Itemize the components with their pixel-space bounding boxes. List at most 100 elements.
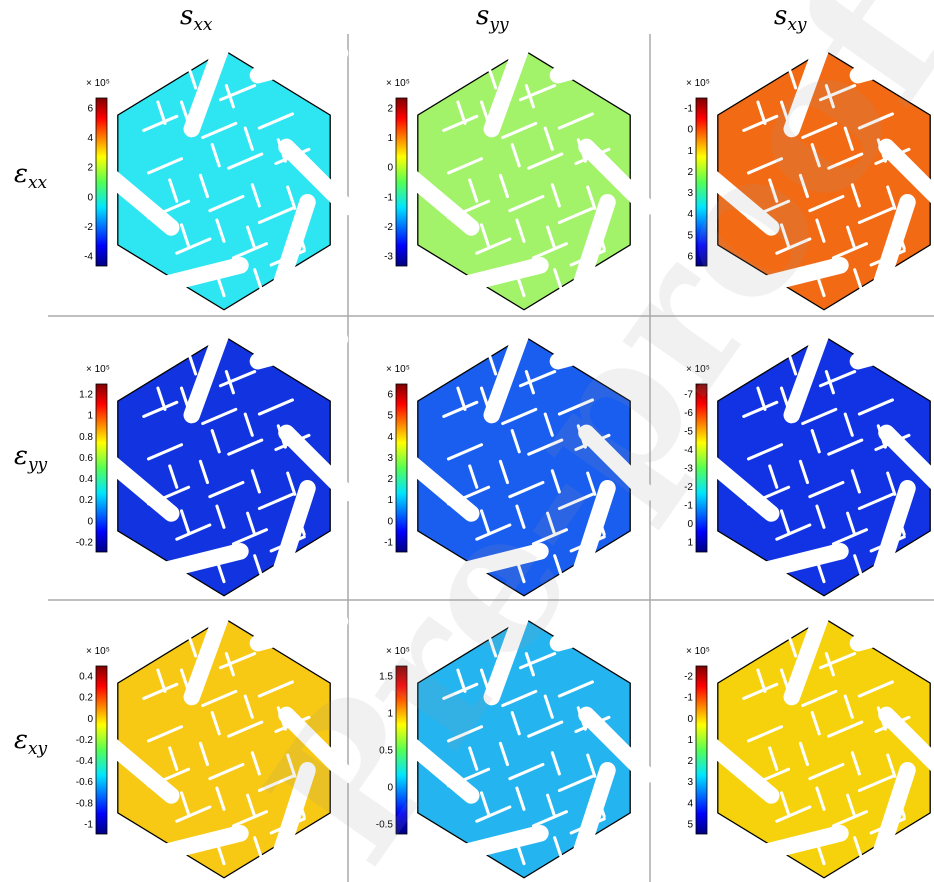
- colorbar-tick-label: 0: [387, 163, 393, 174]
- colorbar-scale-label: × 10⁵: [686, 78, 710, 89]
- colorbar-tick-label: -2: [384, 222, 393, 233]
- colorbar-tick-label: 0.2: [79, 495, 93, 506]
- colorbar-scale-label: × 10⁵: [686, 364, 710, 375]
- colorbar-tick-label: -2: [684, 482, 693, 493]
- colorbar-exy-sxx: [95, 665, 108, 835]
- colorbar-tick-label: -3: [684, 464, 693, 475]
- colorbar-tick-label: 0: [87, 516, 93, 527]
- panel-exx-sxy: × 10⁵ -1 0 1 2 3 4 5 6: [684, 39, 934, 310]
- colorbar-tick-label: 6: [87, 104, 93, 115]
- column-header-sxy: sxy: [774, 1, 807, 35]
- panel-eyy-sxx: × 10⁵ 1.2 1 0.8 0.6 0.4 0.2 0 -0.2: [76, 325, 358, 596]
- colorbar-tick-label: -4: [84, 252, 93, 263]
- colorbar-scale-label: × 10⁵: [86, 78, 110, 89]
- row-header-exx: εxx: [14, 159, 48, 193]
- colorbar-tick-label: -2: [84, 222, 93, 233]
- colorbar-tick-label: -0.2: [76, 538, 94, 549]
- panel-exy-sxx: × 10⁵ 0.4 0.2 0 -0.2 -0.4 -0.6 -0.8 -1: [76, 607, 358, 878]
- colorbar-tick-label: 5: [687, 820, 693, 831]
- colorbar-tick-label: -0.6: [76, 777, 94, 788]
- panel-exy-syy: × 10⁵ 1.5 1 0.5 0 -0.5: [376, 607, 658, 878]
- colorbar-tick-label: 3: [387, 453, 393, 464]
- specimen-contour-exx-sxx: [100, 39, 358, 310]
- colorbar-tick-label: 0: [687, 714, 693, 725]
- colorbar-tick-label: 1.5: [379, 672, 393, 683]
- colorbar-tick-label: 1: [687, 146, 693, 157]
- colorbar-tick-label: 0: [687, 125, 693, 136]
- colorbar-eyy-sxx: [95, 383, 108, 553]
- colorbar-exy-sxy: [695, 665, 708, 835]
- colorbar-scale-label: × 10⁵: [86, 646, 110, 657]
- colorbar-tick-label: -5: [684, 427, 693, 438]
- colorbar-tick-label: 2: [687, 756, 693, 767]
- colorbar-tick-label: 2: [387, 474, 393, 485]
- colorbar-tick-label: 4: [687, 209, 693, 220]
- colorbar-scale-label: × 10⁵: [386, 78, 410, 89]
- colorbar-tick-label: 5: [687, 230, 693, 241]
- colorbar-tick-label: -4: [684, 445, 693, 456]
- colorbar-tick-label: -7: [684, 390, 693, 401]
- specimen-contour-eyy-sxx: [100, 325, 358, 596]
- colorbar-tick-label: -0.2: [76, 735, 94, 746]
- colorbar-tick-label: -0.4: [76, 756, 94, 767]
- colorbar-tick-label: 1: [387, 133, 393, 144]
- colorbar-tick-label: -1: [84, 820, 93, 831]
- colorbar-tick-label: 0.4: [79, 672, 93, 683]
- colorbar-tick-label: 4: [387, 432, 393, 443]
- colorbar-tick-label: 1: [687, 538, 693, 549]
- colorbar-tick-label: 0: [87, 714, 93, 725]
- colorbar-tick-label: 4: [87, 133, 93, 144]
- colorbar-tick-label: 0.5: [379, 746, 393, 757]
- panel-exy-sxy: × 10⁵ -2 -1 0 1 2 3 4 5: [684, 607, 934, 878]
- panel-eyy-sxy: × 10⁵ -7 -6 -5 -4 -3 -2 -1 0 1: [684, 325, 934, 596]
- colorbar-tick-label: 0.6: [79, 453, 93, 464]
- colorbar-tick-label: 0: [387, 783, 393, 794]
- colorbar-eyy-sxy: [695, 383, 708, 553]
- colorbar-scale-label: × 10⁵: [386, 646, 410, 657]
- colorbar-tick-label: 6: [687, 252, 693, 263]
- colorbar-tick-label: 0.8: [79, 432, 93, 443]
- row-header-exy: εxy: [14, 725, 48, 759]
- colorbar-exx-sxx: [95, 97, 108, 267]
- colorbar-tick-label: -1: [684, 501, 693, 512]
- colorbar-exy-syy: [395, 665, 408, 835]
- colorbar-tick-label: 6: [387, 390, 393, 401]
- colorbar-tick-label: -3: [384, 252, 393, 263]
- colorbar-tick-label: -1: [384, 538, 393, 549]
- colorbar-tick-label: 0: [387, 516, 393, 527]
- colorbar-eyy-syy: [395, 383, 408, 553]
- colorbar-tick-label: -1: [384, 192, 393, 203]
- panel-eyy-syy: × 10⁵ 6 5 4 3 2 1 0 -1: [384, 325, 658, 596]
- colorbar-tick-label: 3: [687, 777, 693, 788]
- colorbar-tick-label: 1.2: [79, 390, 93, 401]
- specimen-contour-exy-sxy: [700, 607, 934, 878]
- colorbar-tick-label: 2: [387, 104, 393, 115]
- panel-exx-syy: × 10⁵ 2 1 0 -1 -2 -3: [384, 39, 658, 310]
- colorbar-tick-label: 1: [687, 735, 693, 746]
- colorbar-exx-syy: [395, 97, 408, 267]
- colorbar-tick-label: -1: [684, 104, 693, 115]
- colorbar-tick-label: -1: [684, 693, 693, 704]
- colorbar-tick-label: 0: [87, 192, 93, 203]
- colorbar-scale-label: × 10⁵: [386, 364, 410, 375]
- colorbar-tick-label: 1: [387, 495, 393, 506]
- colorbar-tick-label: -0.5: [376, 820, 394, 831]
- colorbar-exx-sxy: [695, 97, 708, 267]
- colorbar-tick-label: 4: [687, 798, 693, 809]
- column-header-sxx: sxx: [180, 1, 213, 35]
- colorbar-scale-label: × 10⁵: [86, 364, 110, 375]
- colorbar-tick-label: -0.8: [76, 798, 94, 809]
- column-header-syy: syy: [476, 1, 509, 35]
- colorbar-tick-label: 0: [687, 519, 693, 530]
- colorbar-tick-label: 2: [87, 163, 93, 174]
- colorbar-tick-label: 0.4: [79, 474, 93, 485]
- colorbar-tick-label: -2: [684, 672, 693, 683]
- panel-exx-sxx: × 10⁵ 6 4 2 0 -2 -4: [84, 39, 358, 310]
- colorbar-tick-label: 5: [387, 411, 393, 422]
- colorbar-tick-label: 3: [687, 188, 693, 199]
- colorbar-scale-label: × 10⁵: [686, 646, 710, 657]
- colorbar-tick-label: -6: [684, 408, 693, 419]
- colorbar-tick-label: 1: [387, 709, 393, 720]
- colorbar-tick-label: 2: [687, 167, 693, 178]
